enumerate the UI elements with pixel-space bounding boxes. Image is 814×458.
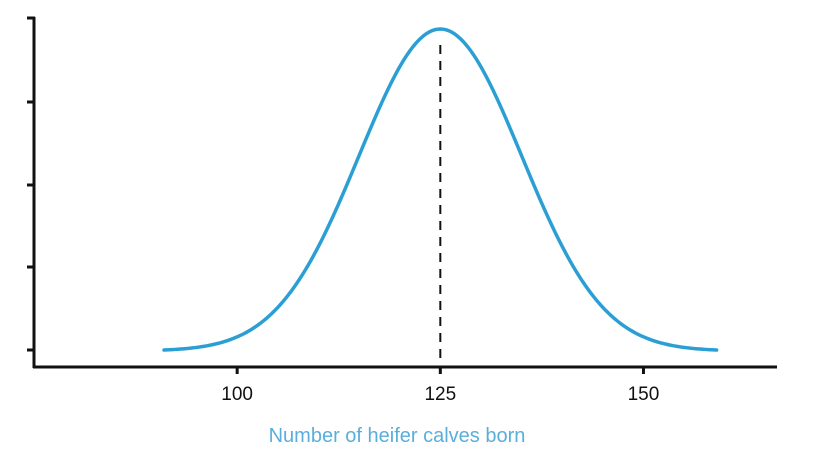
x-axis: 100 125 150 <box>33 365 777 405</box>
x-tick-label: 125 <box>424 384 456 405</box>
distribution-curve <box>162 27 719 352</box>
x-tick-label: 150 <box>628 384 660 405</box>
y-axis-ticks <box>27 16 35 352</box>
y-axis <box>27 16 36 368</box>
x-axis-title: Number of heifer calves born <box>269 425 526 447</box>
x-axis-ticks: 100 125 150 <box>221 366 659 405</box>
x-tick-label: 100 <box>221 384 253 405</box>
